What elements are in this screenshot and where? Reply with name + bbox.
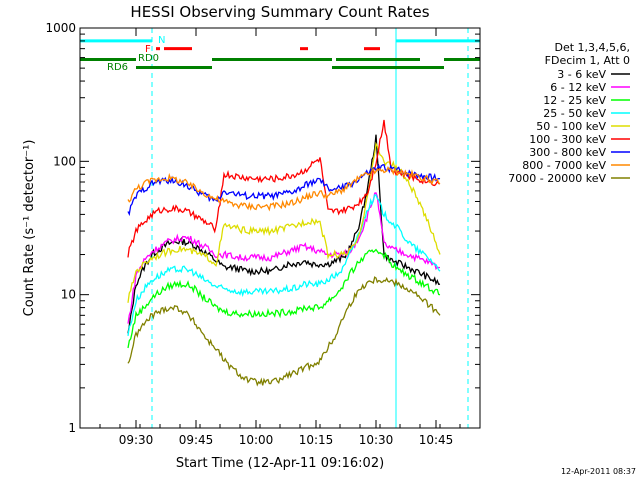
x-tick-label-2: 09:45 — [179, 433, 214, 447]
state-bar-label-f: F — [145, 44, 151, 55]
legend-label-1: 3 - 6 keV — [557, 68, 606, 81]
y-tick-label-3: 100 — [53, 154, 76, 168]
legend-label-7: 300 - 800 keV — [529, 146, 606, 159]
x-tick-label-4: 10:15 — [299, 433, 334, 447]
legend-label-4: 25 - 50 keV — [543, 107, 606, 120]
x-tick-label-6: 10:45 — [419, 433, 454, 447]
y-tick-label-4: 1000 — [45, 21, 76, 35]
legend-label-6: 100 - 300 keV — [529, 133, 606, 146]
x-tick-label-1: 09:30 — [119, 433, 154, 447]
y-tick-label-2: 10 — [61, 288, 76, 302]
state-bar-label-rd0: RD0 — [138, 53, 159, 64]
series-line-2 — [127, 192, 441, 324]
x-tick-label-5: 10:30 — [359, 433, 394, 447]
state-bar-label-rd6: RD6 — [107, 62, 128, 73]
state-bar-label-n: N — [158, 35, 165, 46]
plot-frame — [79, 27, 481, 429]
legend-label-2: 6 - 12 keV — [550, 81, 606, 94]
series-line-9 — [127, 276, 441, 387]
legend-header-line-1: Det 1,3,4,5,6, — [554, 41, 630, 54]
chart-title: HESSI Observing Summary Count Rates — [130, 3, 429, 21]
legend-label-8: 800 - 7000 keV — [522, 159, 606, 172]
x-axis-label: Start Time (12-Apr-11 09:16:02) — [176, 456, 384, 471]
y-tick-label-1: 1 — [68, 421, 76, 435]
x-tick-group: 09:30 09:45 10:00 10:15 10:30 10:45 — [79, 28, 481, 447]
legend-label-3: 12 - 25 keV — [543, 94, 606, 107]
series-line-6 — [127, 119, 441, 258]
y-tick-group: 1 10 100 1000 — [45, 21, 480, 435]
legend-label-9: 7000 - 20000 keV — [508, 172, 606, 185]
series-line-8 — [127, 166, 441, 212]
legend-label-5: 50 - 100 keV — [536, 120, 606, 133]
footer-date: 12-Apr-2011 08:37 — [561, 467, 636, 476]
series-line-3 — [127, 248, 441, 349]
legend-header-line-2: FDecim 1, Att 0 — [545, 54, 630, 67]
y-axis-label: Count Rate (s⁻¹ detector⁻¹) — [22, 140, 37, 317]
x-tick-label-3: 10:00 — [239, 433, 274, 447]
series-line-5 — [127, 141, 441, 303]
series-line-4 — [127, 194, 441, 336]
